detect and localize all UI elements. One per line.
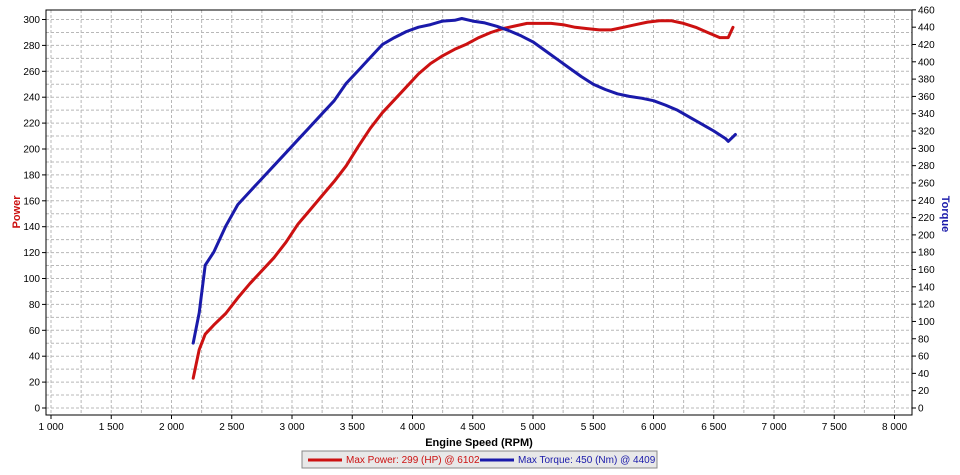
y-right-tick-label: 20	[918, 386, 930, 397]
series-lines	[191, 17, 737, 380]
legend: Max Power: 299 (HP) @ 6102 Max Torque: 4…	[301, 450, 658, 469]
y-right-tick-label: 200	[918, 230, 935, 241]
y-left-tick-label: 60	[29, 326, 41, 337]
series-line-power	[191, 19, 735, 380]
x-tick-label: 2 000	[159, 422, 184, 433]
y-left-tick-label: 220	[23, 119, 40, 130]
x-axis-ticks: 1 000 1 500 2 000 2 500 3 000 3 500 4 000 4 500…	[38, 415, 907, 433]
x-tick-label: 3 500	[340, 422, 365, 433]
y-left-tick-label: 240	[23, 93, 40, 104]
y-left-tick-label: 160	[23, 196, 40, 207]
y-left-tick-label: 140	[23, 222, 40, 233]
y-right-tick-label: 140	[918, 282, 935, 293]
plot-area-border	[45, 9, 913, 416]
x-tick-label: 1 500	[99, 422, 124, 433]
y-right-tick-label: 0	[918, 404, 924, 415]
y-left-tick-label: 40	[29, 352, 41, 363]
y-right-tick-label: 420	[918, 40, 935, 51]
y-right-tick-label: 460	[918, 5, 935, 16]
y-right-tick-label: 360	[918, 92, 935, 103]
x-tick-label: 7 500	[822, 422, 847, 433]
x-tick-label: 3 000	[279, 422, 304, 433]
x-tick-label: 4 500	[460, 422, 485, 433]
x-tick-label: 6 500	[701, 422, 726, 433]
y-right-tick-label: 300	[918, 144, 935, 155]
x-tick-label: 4 000	[400, 422, 425, 433]
y-left-axis-label: Power	[11, 195, 23, 229]
x-tick-label: 5 500	[581, 422, 606, 433]
y-right-tick-label: 260	[918, 178, 935, 189]
y-left-tick-label: 80	[29, 300, 41, 311]
y-right-tick-label: 400	[918, 57, 935, 68]
y-left-tick-label: 20	[29, 378, 41, 389]
y-right-tick-label: 340	[918, 109, 935, 120]
y-right-tick-label: 60	[918, 352, 930, 363]
x-tick-label: 8 000	[882, 422, 907, 433]
y-right-tick-label: 240	[918, 196, 935, 207]
legend-entry-torque: Max Torque: 450 (Nm) @ 4409	[518, 455, 656, 466]
y-left-axis-ticks: 0 20 40 60 80 100 120 140 160 180 200 220 240 260 280 3…	[23, 15, 46, 415]
y-left-tick-label: 120	[23, 248, 40, 259]
grid-lines	[46, 10, 912, 415]
y-right-axis-label: Torque	[939, 196, 951, 232]
y-left-tick-label: 180	[23, 170, 40, 181]
legend-box	[301, 450, 658, 469]
y-right-tick-label: 380	[918, 75, 935, 86]
y-right-tick-label: 440	[918, 23, 935, 34]
y-left-tick-label: 100	[23, 274, 40, 285]
y-right-tick-label: 100	[918, 317, 935, 328]
y-right-tick-label: 80	[918, 334, 930, 345]
x-tick-label: 2 500	[219, 422, 244, 433]
x-tick-label: 5 000	[520, 422, 545, 433]
legend-entry-power: Max Power: 299 (HP) @ 6102	[346, 455, 480, 466]
y-right-tick-label: 120	[918, 300, 935, 311]
y-right-axis-ticks: 0 20 40 60 80 100 120 140 160 180 200 220 240 260 280 3…	[912, 5, 935, 415]
y-right-tick-label: 220	[918, 213, 935, 224]
x-tick-label: 7 000	[761, 422, 786, 433]
x-tick-label: 6 000	[641, 422, 666, 433]
x-axis-label: Engine Speed (RPM)	[425, 437, 533, 449]
y-left-tick-label: 0	[34, 404, 40, 415]
y-left-tick-label: 260	[23, 67, 40, 78]
y-left-tick-label: 300	[23, 15, 40, 26]
y-right-tick-label: 320	[918, 127, 935, 138]
series-line-torque	[191, 17, 737, 345]
y-left-tick-label: 200	[23, 145, 40, 156]
y-left-tick-label: 280	[23, 41, 40, 52]
y-right-tick-label: 160	[918, 265, 935, 276]
y-right-tick-label: 40	[918, 369, 930, 380]
y-right-tick-label: 280	[918, 161, 935, 172]
x-tick-label: 1 000	[38, 422, 63, 433]
y-right-tick-label: 180	[918, 248, 935, 259]
